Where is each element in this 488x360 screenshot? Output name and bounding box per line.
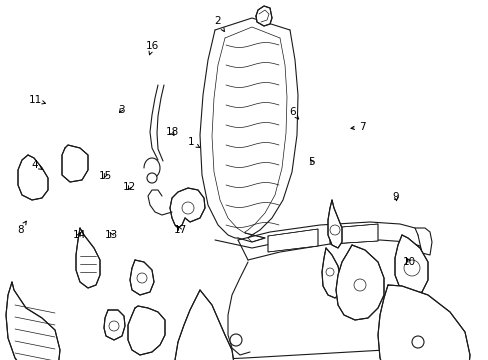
Polygon shape <box>6 282 60 360</box>
Circle shape <box>411 336 423 348</box>
Circle shape <box>182 202 194 214</box>
Text: 14: 14 <box>72 230 86 240</box>
Text: 2: 2 <box>214 16 224 32</box>
Circle shape <box>137 273 147 283</box>
Text: 7: 7 <box>350 122 366 132</box>
Circle shape <box>109 321 119 331</box>
Text: 5: 5 <box>308 157 315 167</box>
Polygon shape <box>329 224 377 244</box>
Text: 3: 3 <box>118 105 124 115</box>
Circle shape <box>229 334 242 346</box>
Text: 18: 18 <box>165 127 179 138</box>
Text: 16: 16 <box>145 41 159 55</box>
Text: 10: 10 <box>403 257 415 267</box>
Polygon shape <box>104 310 125 340</box>
Polygon shape <box>321 248 340 298</box>
Text: 12: 12 <box>122 182 136 192</box>
Polygon shape <box>377 285 469 360</box>
Text: 4: 4 <box>32 160 42 170</box>
Polygon shape <box>256 6 271 26</box>
Circle shape <box>147 173 157 183</box>
Circle shape <box>329 225 339 235</box>
Polygon shape <box>327 200 341 248</box>
Text: 17: 17 <box>173 225 186 235</box>
Polygon shape <box>76 228 100 288</box>
Text: 6: 6 <box>288 107 298 119</box>
Text: 9: 9 <box>392 192 399 202</box>
Polygon shape <box>335 245 383 320</box>
Polygon shape <box>18 155 48 200</box>
Text: 1: 1 <box>187 137 199 148</box>
Polygon shape <box>130 260 154 295</box>
Polygon shape <box>267 229 317 252</box>
Polygon shape <box>62 145 88 182</box>
Circle shape <box>325 268 333 276</box>
Polygon shape <box>128 306 164 355</box>
Text: 15: 15 <box>98 171 112 181</box>
Circle shape <box>353 279 365 291</box>
Text: 11: 11 <box>28 95 45 105</box>
Text: 8: 8 <box>17 221 26 235</box>
Polygon shape <box>175 290 235 360</box>
Circle shape <box>403 260 419 276</box>
Polygon shape <box>394 235 427 295</box>
Text: 13: 13 <box>104 230 118 240</box>
Polygon shape <box>170 188 204 228</box>
